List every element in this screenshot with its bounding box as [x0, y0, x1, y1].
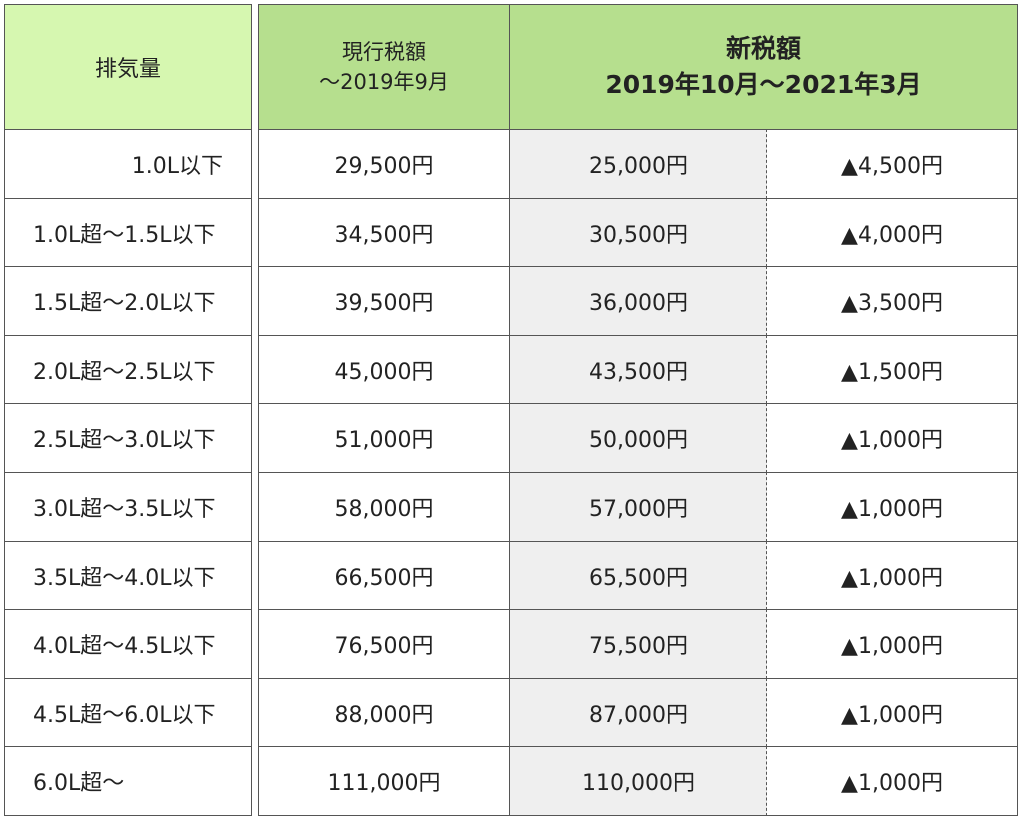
header-new-tax: 新税額 2019年10月〜2021年3月 [509, 4, 1018, 130]
displacement-cell-text: 1.0L以下 [131, 154, 223, 179]
displacement-cell: 2.5L超〜3.0L以下 [4, 403, 252, 473]
reduction-cell-text: ▲1,000円 [841, 702, 943, 728]
new-tax-cell: 25,000円 [509, 129, 767, 199]
displacement-cell-text: 4.0L超〜4.5L以下 [33, 634, 216, 659]
reduction-cell: ▲1,500円 [766, 335, 1018, 404]
new-tax-cell: 36,000円 [509, 266, 767, 336]
reduction-cell-text: ▲1,000円 [841, 428, 943, 453]
displacement-cell-text: 2.5L超〜3.0L以下 [33, 428, 216, 453]
reduction-cell: ▲4,000円 [766, 198, 1018, 267]
current-tax-cell: 39,500円 [258, 266, 510, 336]
new-tax-cell-text: 50,000円 [589, 428, 688, 453]
displacement-cell-text: 1.0L超〜1.5L以下 [33, 222, 216, 248]
reduction-cell: ▲3,500円 [766, 266, 1018, 336]
new-tax-cell-text: 57,000円 [589, 497, 688, 522]
new-tax-cell-text: 43,500円 [589, 359, 688, 385]
displacement-cell-text: 3.0L超〜3.5L以下 [33, 497, 216, 522]
reduction-cell-text: ▲4,500円 [841, 154, 943, 179]
displacement-cell: 4.5L超〜6.0L以下 [4, 678, 252, 747]
current-tax-cell-text: 76,500円 [334, 634, 434, 659]
new-tax-cell-text: 25,000円 [589, 154, 688, 179]
reduction-cell: ▲1,000円 [766, 746, 1018, 816]
current-tax-cell-text: 58,000円 [334, 497, 434, 522]
reduction-cell-text: ▲3,500円 [841, 291, 943, 316]
new-tax-cell: 87,000円 [509, 678, 767, 747]
current-tax-cell: 34,500円 [258, 198, 510, 267]
header-current-line2: 〜2019年9月 [319, 70, 449, 94]
header-current-tax: 現行税額 〜2019年9月 [258, 4, 510, 130]
header-new-line2: 2019年10月〜2021年3月 [605, 70, 922, 99]
new-tax-cell-text: 30,500円 [589, 222, 688, 248]
reduction-cell-text: ▲1,000円 [841, 634, 943, 659]
current-tax-cell: 29,500円 [258, 129, 510, 199]
reduction-cell-text: ▲1,000円 [841, 565, 943, 591]
current-tax-cell: 45,000円 [258, 335, 510, 404]
current-tax-cell-text: 34,500円 [334, 222, 434, 248]
current-tax-cell-text: 39,500円 [334, 291, 434, 316]
new-tax-cell-text: 87,000円 [589, 702, 688, 728]
displacement-cell: 3.5L超〜4.0L以下 [4, 541, 252, 610]
displacement-cell-text: 2.0L超〜2.5L以下 [33, 359, 216, 385]
displacement-cell-text: 4.5L超〜6.0L以下 [33, 702, 216, 728]
current-tax-cell: 51,000円 [258, 403, 510, 473]
header-new-line1: 新税額 [725, 34, 801, 63]
reduction-cell-text: ▲1,500円 [841, 359, 943, 385]
new-tax-cell: 50,000円 [509, 403, 767, 473]
displacement-cell-text: 6.0L超〜 [33, 771, 125, 796]
current-tax-cell: 88,000円 [258, 678, 510, 747]
current-tax-cell: 111,000円 [258, 746, 510, 816]
new-tax-cell: 110,000円 [509, 746, 767, 816]
new-tax-cell: 65,500円 [509, 541, 767, 610]
reduction-cell: ▲1,000円 [766, 609, 1018, 679]
displacement-cell: 4.0L超〜4.5L以下 [4, 609, 252, 679]
current-tax-cell: 58,000円 [258, 472, 510, 542]
displacement-cell: 1.5L超〜2.0L以下 [4, 266, 252, 336]
displacement-cell-text: 3.5L超〜4.0L以下 [33, 565, 216, 591]
displacement-cell: 3.0L超〜3.5L以下 [4, 472, 252, 542]
new-tax-cell: 30,500円 [509, 198, 767, 267]
displacement-cell: 6.0L超〜 [4, 746, 252, 816]
header-current-line1: 現行税額 [342, 40, 426, 64]
reduction-cell: ▲1,000円 [766, 403, 1018, 473]
new-tax-cell-text: 75,500円 [589, 634, 688, 659]
current-tax-cell-text: 111,000円 [327, 771, 441, 796]
reduction-cell-text: ▲1,000円 [841, 497, 943, 522]
new-tax-cell: 57,000円 [509, 472, 767, 542]
new-tax-cell-text: 65,500円 [589, 565, 688, 591]
current-tax-cell-text: 66,500円 [334, 565, 434, 591]
current-tax-cell-text: 45,000円 [334, 359, 434, 385]
displacement-cell: 1.0L超〜1.5L以下 [4, 198, 252, 267]
current-tax-cell: 66,500円 [258, 541, 510, 610]
reduction-cell: ▲1,000円 [766, 678, 1018, 747]
current-tax-cell-text: 51,000円 [334, 428, 434, 453]
displacement-cell: 2.0L超〜2.5L以下 [4, 335, 252, 404]
new-tax-cell-text: 36,000円 [589, 291, 688, 316]
reduction-cell-text: ▲1,000円 [841, 771, 943, 796]
reduction-cell: ▲1,000円 [766, 472, 1018, 542]
displacement-cell-text: 1.5L超〜2.0L以下 [33, 291, 216, 316]
current-tax-cell: 76,500円 [258, 609, 510, 679]
displacement-cell: 1.0L以下 [4, 129, 252, 199]
new-tax-cell: 75,500円 [509, 609, 767, 679]
new-tax-cell-text: 110,000円 [582, 771, 695, 796]
new-tax-cell: 43,500円 [509, 335, 767, 404]
header-displacement: 排気量 [4, 4, 252, 130]
reduction-cell-text: ▲4,000円 [841, 222, 943, 248]
current-tax-cell-text: 88,000円 [334, 702, 434, 728]
current-tax-cell-text: 29,500円 [334, 154, 434, 179]
header-displacement-text: 排気量 [94, 57, 161, 82]
reduction-cell: ▲1,000円 [766, 541, 1018, 610]
reduction-cell: ▲4,500円 [766, 129, 1018, 199]
